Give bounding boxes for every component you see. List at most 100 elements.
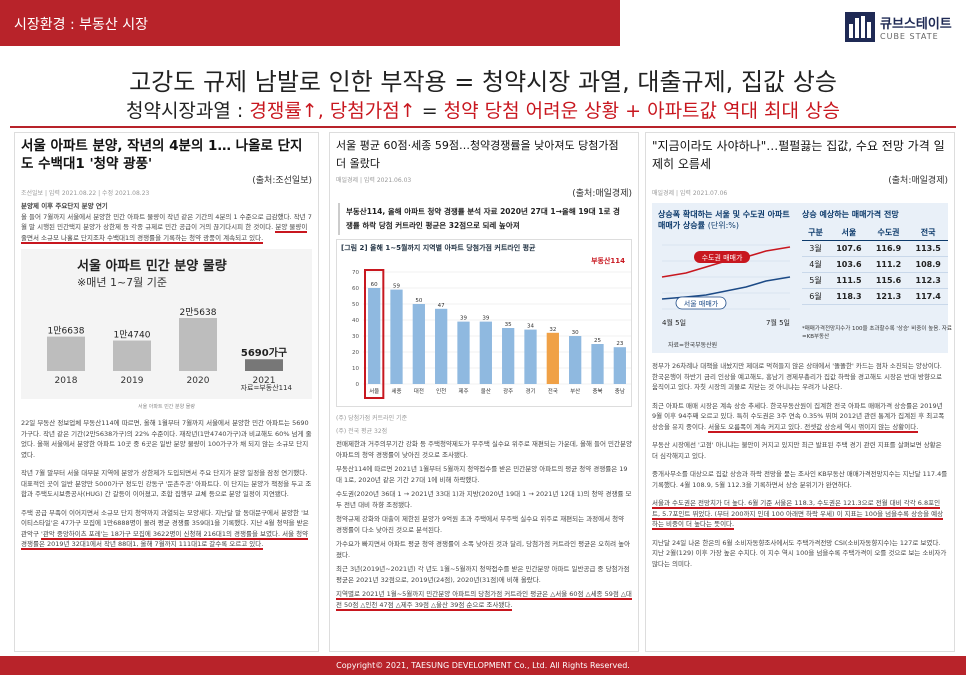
table-cell: 5월 xyxy=(802,272,830,289)
tick-label: 충남 xyxy=(615,387,625,395)
y-tick-label: 40 xyxy=(352,318,359,324)
data-label: 25 xyxy=(594,338,601,344)
y-tick-label: 10 xyxy=(352,366,359,372)
article-para-6: 최근 3년(2019년~2021년) 각 년도 1월~5월까지 청약접수를 받은… xyxy=(336,565,630,584)
lead-heading: 분양제 이후 주요단지 분양 연기 xyxy=(21,202,108,210)
table-cell: 118.3 xyxy=(829,288,869,305)
brand-logo: 큐브스테이트 CUBE STATE xyxy=(845,10,957,46)
tick-label: 2019 xyxy=(121,376,144,386)
article-para-3: 주택 공급 부족이 이어지면서 소규모 단지 청약까지 과열되는 모양새다. 지… xyxy=(15,506,318,552)
data-label: 50 xyxy=(415,298,422,304)
cutoff-chart-title: [그림 2] 올해 1~5월까지 지역별 아파트 당첨가점 커트라인 평균 xyxy=(341,244,536,252)
chart-note-2: (주) 전국 평균 32점 xyxy=(336,428,388,435)
tick-label: 2020 xyxy=(187,376,210,386)
article-title: 서울 평균 60점·세종 59점…청약경쟁률을 낮아져도 당첨가점 더 올랐다 xyxy=(336,139,619,170)
article-para-1: 22일 부동산 정보업체 부동산114에 따르면, 올해 1월부터 7월까지 서… xyxy=(21,419,312,459)
data-label: 39 xyxy=(460,316,467,322)
bar xyxy=(435,308,448,384)
y-tick-label: 60 xyxy=(352,286,359,292)
article-lead: 분양제 이후 주요단지 분양 연기 올 들어 7월까지 서울에서 분양한 민간 … xyxy=(15,199,318,245)
bar xyxy=(457,321,470,384)
brand-name: 큐브스테이트 xyxy=(880,17,952,32)
article-para-1: 전매제한과 거주의무기간 강화 등 주택청약제도가 무주택 실수요 위주로 재편… xyxy=(336,440,632,459)
tick-label: 부산 xyxy=(570,387,580,395)
bar xyxy=(479,321,492,384)
series-label: 수도권 매매가 xyxy=(702,253,743,262)
y-tick-label: 20 xyxy=(352,350,359,356)
article-source: (출처:조선일보) xyxy=(252,176,312,186)
tick-label: 4월 5일 xyxy=(662,318,686,327)
series-label: 서울 매매가 xyxy=(684,299,719,308)
subline-red-1: 경쟁률↑, 당첨가점↑ xyxy=(249,100,416,122)
tick-label: 세종 xyxy=(391,387,401,395)
panel-left-unit: (단위:%) xyxy=(707,221,740,230)
y-tick-label: 70 xyxy=(352,270,359,276)
y-tick-label: 0 xyxy=(356,382,360,388)
data-label: 47 xyxy=(438,303,445,309)
para-2-text: 최근 아파트 매매 시장은 계속 상승 추세다. 한국부동산원이 집계한 전국 … xyxy=(652,401,945,431)
tick-label: 7월 5일 xyxy=(766,318,790,327)
bar xyxy=(591,344,604,384)
table-row: 6월 118.3 121.3 117.4 xyxy=(802,288,948,305)
subline-prefix: 청약시장과열 : xyxy=(125,100,244,122)
data-label: 59 xyxy=(393,284,400,290)
bar xyxy=(179,318,217,371)
table-header-cell: 전국 xyxy=(908,225,948,241)
table-header-cell: 서울 xyxy=(829,225,869,241)
table-cell: 4월 xyxy=(802,256,830,273)
article-chosun: 서울 아파트 분양, 작년의 4분의 1… 나올로 단지도 수백대1 '청약 광… xyxy=(14,132,319,652)
table-cell: 113.5 xyxy=(908,240,948,257)
article-para-5: 가수요가 빠지면서 아파트 평균 청약 경쟁률이 소폭 낮아진 것과 달리, 당… xyxy=(336,540,631,559)
tick-label: 대전 xyxy=(414,387,424,395)
lead-text: 올 들어 7월까지 서울에서 분양한 민간 아파트 물량이 작년 같은 기간의 … xyxy=(21,212,312,232)
panel-left-title-text: 상승폭 확대하는 서울 및 수도권 아파트 매매가 상승률 xyxy=(658,210,790,230)
supply-chart: 서울 아파트 민간 분양 물량 ※매년 1~7월 기준 1만6638 2018 1만… xyxy=(21,249,312,399)
article-para-6: 지난달 24일 나온 한은의 6월 소비자동향조사에서도 주택가격전망 CSI(… xyxy=(652,538,947,568)
article-para-1: 정부가 26차례나 대책을 내놨지만 제대로 먹혀들지 않은 상태에서 '똘똘한… xyxy=(652,362,942,391)
article-mk-1: 서울 평균 60점·세종 59점…청약경쟁률을 낮아져도 당첨가점 더 올랐다 … xyxy=(329,132,639,652)
lead-highlight: 분양 물량이 줄면서 소규모 나홀로 단지조차 수백대1의 경쟁률을 기록하는 … xyxy=(21,223,308,244)
article-para-3: 부동산 시장에선 '고점' 아니냐는 불안이 커지고 있지만 최근 발표된 주택… xyxy=(652,441,942,460)
tick-label: 경기 xyxy=(525,387,535,395)
para-7-highlight: 지역별로 2021년 1월~5월까지 민간분양 아파트의 당첨가점 커트라인 평… xyxy=(336,590,632,611)
bar xyxy=(47,336,85,371)
cube-state-logo-icon xyxy=(845,12,875,42)
supply-chart-title: 서울 아파트 민간 분양 물량 xyxy=(77,259,227,274)
cutoff-bar-chart: 0 10 20 30 40 50 60 70 60 서울 59 세종 50 대전 47 인천 39 제주 39 울산 3… xyxy=(352,269,631,399)
supply-chart-subtitle: ※매년 1~7월 기준 xyxy=(77,276,168,289)
table-row: 3월 107.6 116.9 113.5 xyxy=(802,240,948,257)
data-label: 30 xyxy=(572,330,579,336)
footer-copyright: Copyright© 2021, TAESUNG DEVELOPMENT Co.… xyxy=(0,656,966,675)
page-headline: 고강도 규제 남발로 인한 부작용 = 청약시장 과열, 대출규제, 집값 상승 xyxy=(129,68,837,96)
para-2-highlight: 서울도 오름폭이 계속 커지고 있다. 전셋값 상승세 역시 꺾이지 않는 상황… xyxy=(708,422,919,433)
tick-label: 전국 xyxy=(548,387,558,395)
tick-label: 제주 xyxy=(458,387,468,395)
article-title: 서울 아파트 분양, 작년의 4분의 1… 나올로 단지도 수백대1 '청약 광… xyxy=(21,138,303,172)
article-meta: 매일경제 | 입력 2021.07.06 xyxy=(652,190,728,197)
article-title: "지금이라도 사야하나"…펄펄끓는 집값, 수요 전망 가격 일제히 오름세 xyxy=(652,139,945,171)
table-row: 4월 103.6 111.2 108.9 xyxy=(802,256,948,273)
data-label: 23 xyxy=(616,341,623,347)
table-cell: 112.3 xyxy=(908,272,948,289)
tick-label: 충북 xyxy=(592,387,602,395)
bar xyxy=(546,332,559,384)
data-label: 5690가구 xyxy=(241,346,287,359)
supply-bar-chart: 1만6638 2018 1만4740 2019 2만5638 2020 5690가구 2021 xyxy=(47,307,287,386)
bar xyxy=(390,289,403,384)
table-cell: 116.9 xyxy=(868,240,909,257)
table-cell: 111.5 xyxy=(829,272,869,289)
cutoff-chart-brand: 부동산114 xyxy=(591,257,625,265)
article-lead: 부동산114, 올해 아파트 청약 경쟁률 분석 자료 2020년 27대 1→… xyxy=(338,203,630,235)
tick-label: 2018 xyxy=(55,376,78,386)
tick-label: 서울 xyxy=(369,387,379,395)
bar xyxy=(368,288,381,384)
tick-label: 인천 xyxy=(436,387,446,395)
article-para-5: 서울과 수도권은 전망치가 더 높다. 6월 기준 서울은 118.3, 수도권… xyxy=(646,496,954,532)
article-para-2: 최근 아파트 매매 시장은 계속 상승 추세다. 한국부동산원이 집계한 전국 … xyxy=(646,399,954,435)
tick-label: 울산 xyxy=(481,387,491,395)
data-label: 34 xyxy=(527,324,534,330)
panel-right-title: 상승 예상하는 매매가격 전망 xyxy=(802,210,899,219)
panel-left-source: 자료=한국부동산원 xyxy=(668,342,718,349)
panel-right-note: *매매가격전망지수가 100을 초과할수록 '상승' 비중이 높음. 자료=KB… xyxy=(802,326,952,340)
bar xyxy=(613,347,626,384)
